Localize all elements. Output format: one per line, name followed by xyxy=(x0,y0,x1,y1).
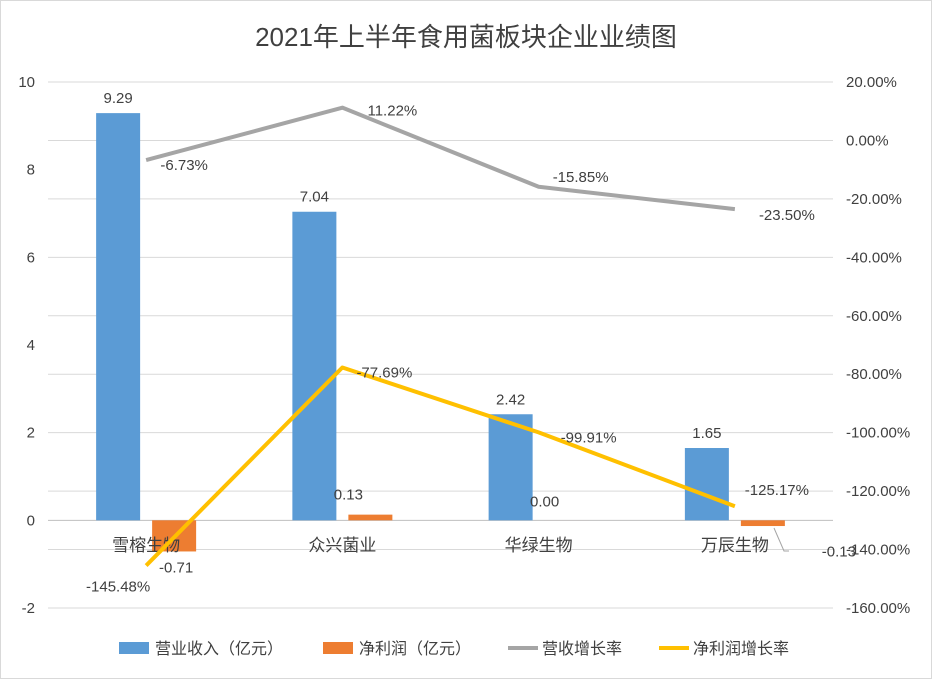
chart-title: 2021年上半年食用菌板块企业业绩图 xyxy=(255,22,677,52)
revenue-growth-line xyxy=(146,108,735,209)
data-label: 1.65 xyxy=(692,425,721,442)
legend-item: 净利润（亿元） xyxy=(323,640,471,658)
data-label: 2.42 xyxy=(496,391,525,408)
leader-line xyxy=(774,528,789,551)
bar-net-profit xyxy=(741,520,785,526)
data-label: -0.13 xyxy=(822,543,856,560)
data-label: -6.73% xyxy=(160,157,208,174)
category-label: 众兴菌业 xyxy=(308,536,376,555)
data-label: 9.29 xyxy=(104,90,133,107)
left-axis-tick: -2 xyxy=(22,600,35,617)
right-axis-tick: -80.00% xyxy=(846,366,902,383)
legend-label: 营业收入（亿元） xyxy=(155,640,283,658)
legend-label: 净利润增长率 xyxy=(693,640,789,658)
data-label: 0.13 xyxy=(334,487,363,504)
profit-growth-line xyxy=(146,367,735,565)
left-axis-tick: 10 xyxy=(18,74,35,91)
data-label: -77.69% xyxy=(356,364,412,381)
category-label: 华绿生物 xyxy=(505,536,573,555)
legend-item: 营收增长率 xyxy=(508,640,622,658)
legend-label: 营收增长率 xyxy=(542,640,622,658)
data-label: -145.48% xyxy=(86,579,150,596)
legend-swatch xyxy=(323,642,353,654)
right-axis-tick: -20.00% xyxy=(846,191,902,208)
left-axis-tick: 8 xyxy=(27,162,35,179)
left-axis-tick: 2 xyxy=(27,425,35,442)
left-axis-tick: 0 xyxy=(27,512,35,529)
data-label: 11.22% xyxy=(367,103,417,120)
data-label: 7.04 xyxy=(300,189,329,206)
data-label: -15.85% xyxy=(553,169,609,186)
left-axis-tick: 4 xyxy=(27,337,35,354)
category-label: 万辰生物 xyxy=(701,536,769,555)
left-axis-tick: 6 xyxy=(27,249,35,266)
data-label: -0.71 xyxy=(159,559,193,576)
bar-revenue xyxy=(685,448,729,520)
legend-label: 净利润（亿元） xyxy=(359,640,471,658)
data-label: -23.50% xyxy=(759,207,815,224)
right-axis-tick: -160.00% xyxy=(846,600,910,617)
legend-item: 净利润增长率 xyxy=(659,640,789,658)
data-label: -125.17% xyxy=(745,482,809,499)
data-label: 0.00 xyxy=(530,493,559,510)
bar-revenue xyxy=(292,212,336,521)
right-axis-tick: 20.00% xyxy=(846,74,897,91)
right-axis-tick: -40.00% xyxy=(846,249,902,266)
bar-net-profit xyxy=(348,515,392,521)
data-label: -99.91% xyxy=(561,429,617,446)
right-axis-tick: -60.00% xyxy=(846,308,902,325)
right-axis-tick: -120.00% xyxy=(846,483,910,500)
legend-item: 营业收入（亿元） xyxy=(119,640,283,658)
right-axis-tick: 0.00% xyxy=(846,132,889,149)
bar-revenue xyxy=(96,113,140,520)
right-axis-tick: -100.00% xyxy=(846,425,910,442)
legend-swatch xyxy=(119,642,149,654)
